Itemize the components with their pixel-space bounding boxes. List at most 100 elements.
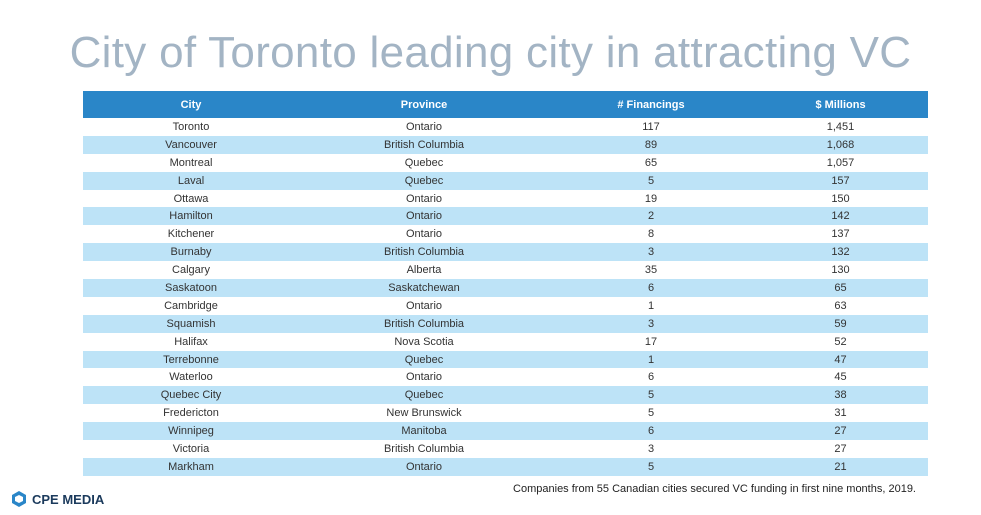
table-cell: 6 (647, 371, 655, 384)
table-cell: Calgary (172, 264, 210, 277)
table-cell: Quebec (404, 156, 444, 169)
table-cell: 132 (753, 243, 928, 262)
table-row: Quebec City Quebec 5 38 (83, 386, 928, 405)
table-cell: British Columbia (383, 442, 465, 455)
table-row: Calgary Alberta 35 130 (83, 261, 928, 279)
table-cell: 3 (647, 442, 655, 455)
table-cell: 59 (753, 314, 928, 333)
table-cell: Ontario (405, 228, 443, 241)
table-cell: British Columbia (299, 135, 549, 154)
logo-icon (12, 491, 26, 507)
table-row: Terrebonne Quebec 1 47 (83, 350, 928, 369)
table-cell: 63 (834, 299, 847, 312)
table-cell: 19 (644, 192, 658, 205)
table-cell: Ontario (405, 371, 443, 384)
table-cell: Squamish (83, 314, 299, 333)
table-cell: Laval (83, 171, 299, 190)
table-cell: 38 (753, 386, 928, 405)
table-cell: 137 (831, 228, 850, 241)
table-cell: 3 (549, 243, 753, 262)
header-cell: $ Millions (753, 91, 928, 118)
table-cell: Montreal (169, 156, 213, 169)
table-cell: Victoria (172, 442, 210, 455)
table-cell: 1 (549, 350, 753, 369)
table-cell: British Columbia (299, 314, 549, 333)
table-cell: Ontario (405, 299, 443, 312)
table-row: Ottawa Ontario 19 150 (83, 190, 928, 208)
table-cell: Vancouver (83, 135, 299, 154)
table-cell: Ontario (299, 457, 549, 476)
table-cell: Halifax (174, 335, 208, 348)
table-cell: Manitoba (299, 422, 549, 441)
table-row: Laval Quebec 5 157 (83, 171, 928, 190)
table-cell: 1,057 (826, 156, 855, 169)
data-table: City Province # Financings $ Millions Toron… (83, 91, 928, 476)
footnote: Companies from 55 Canadian cities secure… (513, 483, 916, 495)
table-row: Toronto Ontario 117 1,451 (83, 118, 928, 136)
table-cell: 89 (549, 135, 753, 154)
table-row: Hamilton Ontario 2 142 (83, 207, 928, 226)
table-cell: 65 (644, 156, 658, 169)
table-cell: 65 (753, 279, 928, 297)
table-row: Halifax Nova Scotia 17 52 (83, 333, 928, 351)
table-cell: 31 (834, 407, 847, 420)
table-cell: Alberta (406, 264, 442, 277)
logo: CPE MEDIA (10, 490, 104, 508)
table-cell: 150 (831, 192, 850, 205)
table-cell: 17 (644, 335, 658, 348)
table-cell: Markham (83, 457, 299, 476)
table-cell: Terrebonne (83, 350, 299, 369)
table-cell: Quebec City (83, 386, 299, 405)
table-cell: 5 (549, 171, 753, 190)
table-cell: Fredericton (163, 407, 219, 420)
table-cell: 1,451 (826, 120, 855, 133)
table-cell: Ontario (405, 192, 443, 205)
table-cell: 27 (753, 422, 928, 441)
table-cell: Ontario (299, 207, 549, 226)
table-cell: 117 (642, 120, 660, 133)
table-cell: 52 (834, 335, 847, 348)
table-cell: 3 (549, 314, 753, 333)
table-cell: Winnipeg (83, 422, 299, 441)
table-row: Winnipeg Manitoba 6 27 (83, 422, 928, 441)
table-cell: 6 (549, 279, 753, 297)
table-cell: 8 (647, 228, 655, 241)
table-cell: 27 (834, 442, 847, 455)
table-row: Fredericton New Brunswick 5 31 (83, 404, 928, 422)
header-cell: # Financings (549, 91, 753, 118)
table-cell: British Columbia (299, 243, 549, 262)
table-cell: Nova Scotia (394, 335, 454, 348)
table-row: Waterloo Ontario 6 45 (83, 368, 928, 386)
table-cell: Cambridge (164, 299, 218, 312)
table-cell: 45 (834, 371, 847, 384)
title: City of Toronto leading city in attracti… (69, 28, 912, 77)
table-row: Vancouver British Columbia 89 1,068 (83, 135, 928, 154)
table-cell: Waterloo (169, 371, 213, 384)
table-row: Saskatoon Saskatchewan 6 65 (83, 279, 928, 297)
table-body: Toronto Ontario 117 1,451 Vancouver British C… (83, 118, 928, 476)
table-row: Victoria British Columbia 3 27 (83, 440, 928, 458)
table-cell: Kitchener (167, 228, 215, 241)
table-row: Kitchener Ontario 8 137 (83, 225, 928, 243)
table-cell: Ontario (405, 120, 443, 133)
table-cell: Hamilton (83, 207, 299, 226)
table-cell: 5 (549, 386, 753, 405)
table-cell: 5 (647, 407, 655, 420)
table-cell: New Brunswick (386, 407, 462, 420)
table-cell: 5 (549, 457, 753, 476)
table-cell: 1 (647, 299, 655, 312)
table-cell: Burnaby (83, 243, 299, 262)
table-row: Markham Ontario 5 21 (83, 457, 928, 476)
table-cell: 6 (549, 422, 753, 441)
table-row: Cambridge Ontario 1 63 (83, 297, 928, 315)
table-cell: Saskatchewan (299, 279, 549, 297)
table-row: Burnaby British Columbia 3 132 (83, 243, 928, 262)
table-cell: 157 (753, 171, 928, 190)
table-cell: 21 (753, 457, 928, 476)
table-cell: 2 (549, 207, 753, 226)
table-row: Montreal Quebec 65 1,057 (83, 154, 928, 172)
header-cell: City (83, 91, 299, 118)
table-cell: Quebec (299, 350, 549, 369)
header-row: City Province # Financings $ Millions (83, 91, 928, 118)
